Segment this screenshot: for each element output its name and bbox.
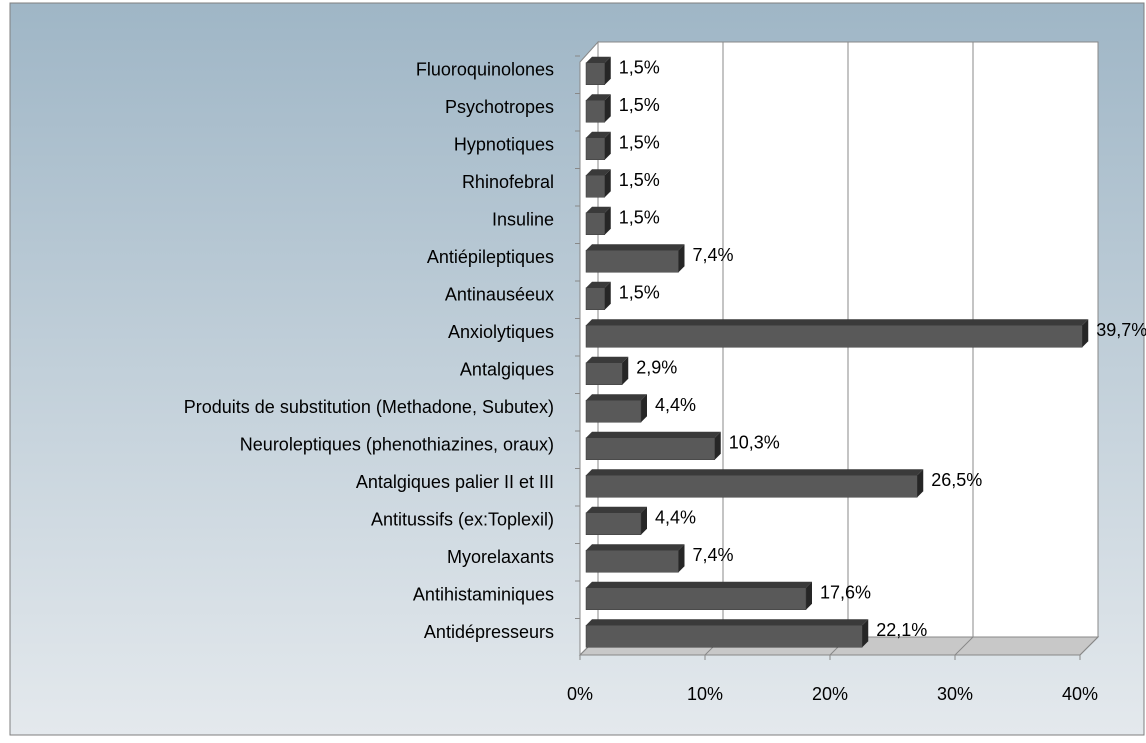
bar <box>585 587 807 610</box>
bar-top <box>586 581 812 588</box>
bar <box>585 250 679 273</box>
bar-side <box>917 469 924 498</box>
bar-side <box>604 206 611 235</box>
y-tick-label: Antitussifs (ex:Toplexil) <box>371 510 554 530</box>
x-tick-label: 0% <box>567 684 593 704</box>
data-label: 22,1% <box>876 620 927 640</box>
y-tick-label: Produits de substitution (Methadone, Sub… <box>184 397 554 417</box>
bar <box>585 137 605 160</box>
bar <box>585 512 642 535</box>
bar <box>585 325 1083 348</box>
bar-side <box>678 544 685 573</box>
bar-side <box>641 394 647 423</box>
bar-side <box>714 431 721 460</box>
bar-top <box>586 544 685 551</box>
data-label: 7,4% <box>693 545 734 565</box>
bar <box>585 625 863 648</box>
data-label: 26,5% <box>931 470 982 490</box>
data-label: 1,5% <box>619 170 660 190</box>
bar <box>585 212 605 235</box>
data-label: 10,3% <box>729 433 780 453</box>
y-tick-label: Fluoroquinolones <box>416 60 554 80</box>
bar <box>585 100 605 123</box>
y-tick-label: Antihistaminiques <box>413 585 554 605</box>
bar-top <box>586 281 611 288</box>
bar-top <box>586 206 611 213</box>
x-tick-label: 40% <box>1062 684 1098 704</box>
y-tick-label: Antalgiques <box>460 360 554 380</box>
grid-line <box>954 636 974 656</box>
bar <box>585 362 623 385</box>
bar-side <box>604 94 611 123</box>
x-tick-label: 20% <box>812 684 848 704</box>
bar-top <box>586 506 647 513</box>
bar-top <box>586 356 629 363</box>
bar-top <box>586 244 685 251</box>
bar-top <box>586 619 869 626</box>
bar-side <box>862 619 869 648</box>
y-tick-label: Insuline <box>492 210 554 230</box>
data-label: 39,7% <box>1096 320 1146 340</box>
y-tick-label: Anxiolytiques <box>448 322 554 342</box>
y-tick-label: Antiépileptiques <box>427 247 554 267</box>
bar-top <box>586 169 611 176</box>
data-label: 1,5% <box>619 133 660 153</box>
y-tick-label: Antidépresseurs <box>424 622 554 642</box>
bar <box>585 550 679 573</box>
data-label: 1,5% <box>619 58 660 78</box>
bar <box>585 287 605 310</box>
bar <box>585 475 918 498</box>
y-tick-label: Antinauséeux <box>445 285 554 305</box>
bar-top <box>586 131 611 138</box>
data-label: 1,5% <box>619 208 660 228</box>
data-label: 4,4% <box>655 508 696 528</box>
bar <box>585 62 605 85</box>
bar-side <box>604 169 611 198</box>
data-label: 1,5% <box>619 95 660 115</box>
grid-line <box>1079 636 1099 656</box>
bar-side <box>604 131 611 160</box>
bar-side <box>622 356 629 385</box>
bar-side <box>678 244 685 273</box>
y-tick-label: Psychotropes <box>445 97 554 117</box>
data-label: 2,9% <box>636 358 677 378</box>
y-tick-label: Neuroleptiques (phenothiazines, oraux) <box>240 435 554 455</box>
x-tick-label: 30% <box>937 684 973 704</box>
bar-top <box>586 394 647 401</box>
bar <box>585 175 605 198</box>
y-tick-label: Antalgiques palier II et III <box>356 472 554 492</box>
y-tick-label: Hypnotiques <box>454 135 554 155</box>
bar-top <box>586 319 1089 326</box>
y-tick-label: Rhinofebral <box>462 172 554 192</box>
data-label: 4,4% <box>655 395 696 415</box>
bar-side <box>604 281 611 310</box>
bar-side <box>1082 319 1089 348</box>
data-label: 17,6% <box>820 583 871 603</box>
bar <box>585 437 715 460</box>
bar-top <box>586 94 611 101</box>
y-tick-label: Myorelaxants <box>447 547 554 567</box>
x-tick-label: 10% <box>687 684 723 704</box>
bar-top <box>586 469 924 476</box>
data-label: 1,5% <box>619 283 660 303</box>
bar-top <box>586 431 721 438</box>
bar-top <box>586 56 611 63</box>
bar-side <box>806 581 812 610</box>
bar-side <box>604 56 611 85</box>
bar-side <box>641 506 647 535</box>
bar <box>585 400 642 423</box>
data-label: 7,4% <box>693 245 734 265</box>
